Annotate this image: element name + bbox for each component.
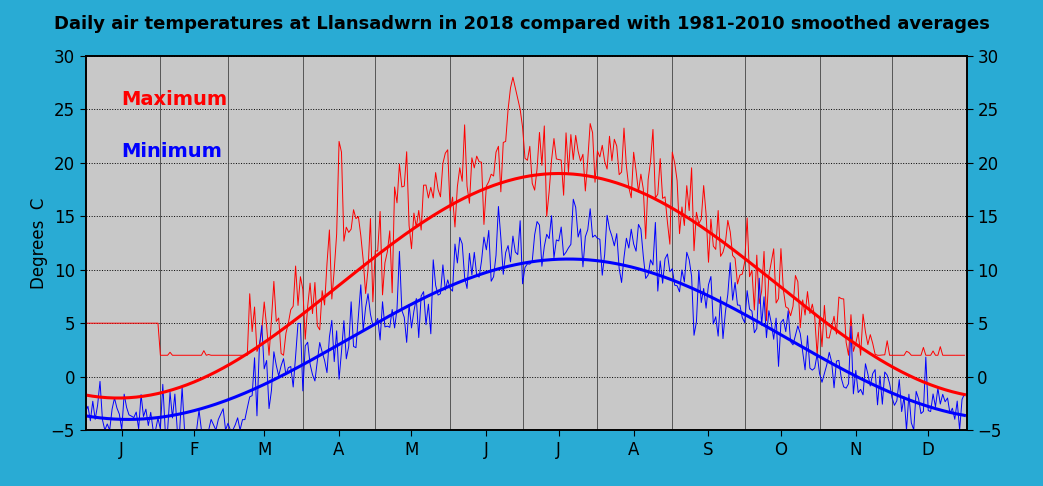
- Text: Daily air temperatures at Llansadwrn in 2018 compared with 1981-2010 smoothed av: Daily air temperatures at Llansadwrn in …: [53, 15, 990, 33]
- Text: Minimum: Minimum: [121, 142, 222, 161]
- Text: Maximum: Maximum: [121, 89, 227, 108]
- Y-axis label: Degrees  C: Degrees C: [30, 197, 48, 289]
